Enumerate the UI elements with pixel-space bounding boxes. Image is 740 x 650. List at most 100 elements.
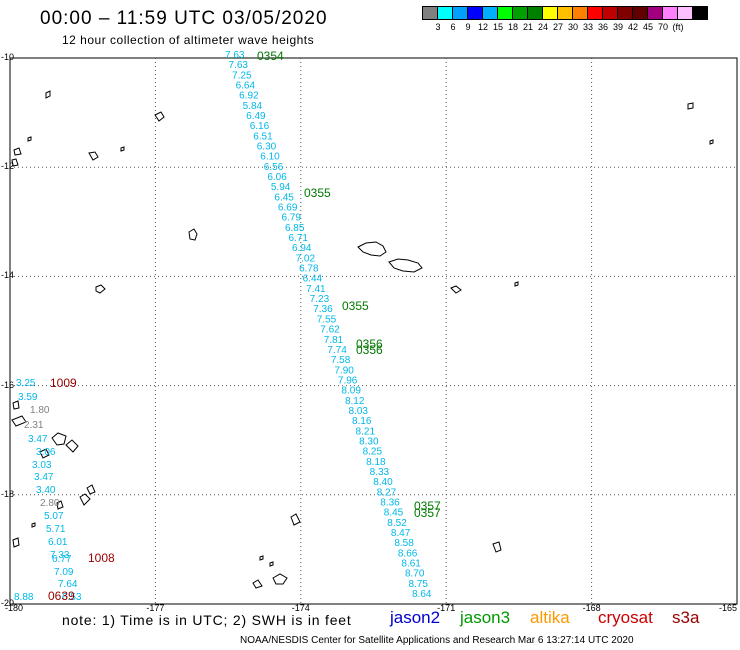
track-time-label: 0356 — [356, 337, 383, 351]
island-outline — [188, 228, 198, 241]
island-outline — [120, 146, 125, 152]
wave-height-label: 7.63 — [229, 60, 249, 71]
wave-height-label: 6.85 — [285, 223, 305, 234]
wave-height-label: 2.31 — [24, 420, 44, 431]
wave-height-label: 3.59 — [18, 392, 38, 403]
track-time-label: 0639 — [48, 589, 75, 603]
footnote: note: 1) Time is in UTC; 2) SWH is in fe… — [62, 612, 352, 628]
satellite-legend-altika: altika — [530, 608, 570, 627]
island-outline — [687, 102, 694, 110]
island-outline — [290, 513, 301, 526]
wave-height-label: 5.94 — [271, 182, 291, 193]
y-axis-label: -16 — [1, 379, 15, 390]
track-time-label: 1008 — [88, 551, 115, 565]
island-outline — [12, 537, 20, 548]
satellite-legend-cryosat: cryosat — [598, 608, 653, 627]
island-outline — [269, 561, 274, 567]
map-frame — [9, 57, 738, 605]
island-outline — [86, 484, 96, 495]
color-legend-label: 12 — [477, 22, 488, 32]
wave-height-label: 6.64 — [236, 81, 256, 92]
satellite-legend-jason3: jason3 — [460, 608, 511, 627]
color-legend-label: 3 — [435, 22, 441, 32]
wave-height-label: 7.25 — [232, 70, 252, 81]
wave-height-label: 6.30 — [257, 142, 277, 153]
wave-height-label: 8.18 — [366, 457, 386, 468]
y-axis-label: -10 — [1, 52, 15, 62]
wave-height-label: 6.77 — [52, 554, 72, 565]
island-outline — [154, 111, 165, 122]
x-axis-label: -174 — [291, 603, 310, 613]
island-outline — [709, 139, 714, 145]
color-legend-label: 9 — [465, 22, 471, 32]
island-outline — [11, 415, 27, 427]
color-swatch — [692, 6, 708, 20]
island-outline — [388, 258, 423, 273]
color-legend-label: 39 — [612, 22, 623, 32]
wave-height-label: 8.47 — [391, 528, 411, 539]
track-time-label: 0357 — [414, 506, 441, 520]
x-axis-label: -180 — [4, 603, 24, 613]
color-legend-label: 21 — [522, 22, 533, 32]
color-legend-label: 6 — [450, 22, 456, 32]
wave-height-label: 5.84 — [243, 101, 263, 112]
island-outline — [357, 241, 387, 257]
wave-height-label: 8.64 — [412, 589, 432, 600]
y-axis-label: -12 — [1, 161, 15, 172]
wave-height-label: 7.81 — [324, 335, 344, 346]
wave-height-label: 1.80 — [30, 405, 50, 416]
wave-height-label: 7.36 — [313, 304, 333, 315]
wave-height-label: 6.44 — [303, 274, 323, 285]
wave-height-label: 8.16 — [352, 416, 372, 427]
color-legend-label: 42 — [627, 22, 638, 32]
wave-height-label: 8.52 — [387, 518, 407, 529]
island-outline — [252, 579, 263, 589]
wave-height-label: 3.06 — [36, 447, 56, 458]
wave-height-label: 6.56 — [264, 162, 284, 173]
satellite-legend-s3a: s3a — [672, 608, 700, 627]
wave-height-label: 6.92 — [239, 91, 259, 102]
satellite-legend-jason2: jason2 — [390, 608, 441, 627]
wave-height-label: 3.47 — [34, 472, 54, 483]
wave-height-label: 8.58 — [394, 538, 414, 549]
wave-height-label: 7.02 — [296, 253, 316, 264]
island-outline — [51, 432, 67, 446]
wave-height-label: 7.63 — [225, 50, 245, 61]
wave-height-label: 8.70 — [405, 569, 425, 580]
color-legend-label: 24 — [537, 22, 548, 32]
island-outline — [492, 541, 502, 553]
land-outlines — [11, 90, 714, 589]
wave-height-label: 7.33 — [50, 550, 70, 561]
wave-height-label: 6.71 — [289, 233, 309, 244]
island-outline — [450, 285, 462, 294]
wave-height-label: 8.09 — [341, 386, 361, 397]
wave-height-label: 7.62 — [320, 325, 340, 336]
island-outline — [65, 439, 79, 453]
wave-height-label: 2.80 — [40, 498, 60, 509]
track-time-label: 1009 — [50, 376, 77, 390]
track-time-label: 0354 — [257, 49, 284, 63]
track-time-label: 0356 — [356, 343, 383, 357]
wave-height-label: 7.74 — [327, 345, 347, 356]
color-legend-label: 27 — [552, 22, 563, 32]
wave-height-label: 8.36 — [380, 497, 400, 508]
island-outline — [11, 158, 19, 167]
island-outline — [272, 573, 288, 585]
wave-height-label: 8.66 — [398, 548, 418, 559]
wave-height-label: 8.75 — [408, 579, 428, 590]
island-outline — [31, 522, 36, 528]
map-subtitle: 12 hour collection of altimeter wave hei… — [62, 33, 315, 47]
wave-height-label: 6.01 — [48, 537, 68, 548]
wave-height-label: 3.03 — [32, 460, 52, 471]
island-outline — [39, 448, 50, 459]
wave-height-label: 6.94 — [292, 243, 312, 254]
wave-height-label: 6.45 — [274, 192, 294, 203]
track-time-label: 0355 — [342, 299, 369, 313]
y-axis-label: -18 — [1, 488, 15, 499]
island-outline — [95, 284, 106, 294]
wave-height-label: 3.40 — [36, 485, 56, 496]
wave-height-label: 7.23 — [310, 294, 330, 305]
wave-height-label: 6.79 — [281, 213, 301, 224]
x-axis-label: -177 — [146, 603, 165, 613]
